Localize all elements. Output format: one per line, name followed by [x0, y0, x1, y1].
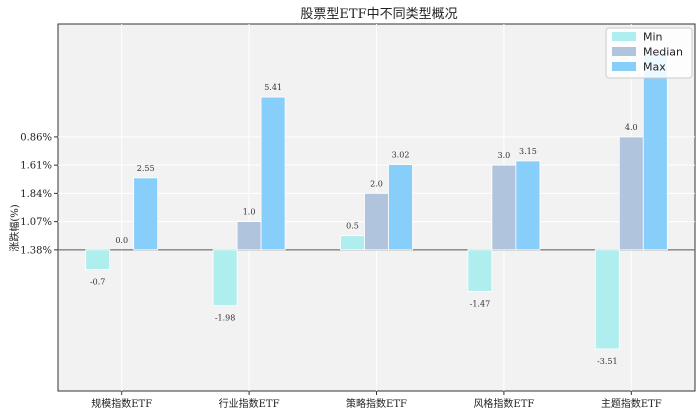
data-label: 0.0	[115, 236, 128, 245]
bar-min	[594, 249, 620, 350]
y-tick-label: 1.61%	[20, 161, 52, 172]
data-label: 2.0	[370, 179, 383, 188]
data-label: 4.0	[625, 123, 638, 132]
data-label: -0.7	[90, 278, 105, 287]
y-axis-label: 涨跌幅(%)	[8, 204, 21, 251]
legend-label-min: Min	[643, 31, 663, 44]
bar-max	[260, 96, 286, 251]
data-label: -3.51	[597, 357, 618, 366]
legend-swatch-max	[612, 62, 636, 71]
y-tick-label: 0.86%	[20, 132, 52, 143]
bar-median	[236, 221, 262, 251]
x-tick-label: 规模指数ETF	[91, 397, 152, 410]
data-label: 3.15	[519, 147, 537, 156]
bar-median	[618, 136, 644, 251]
legend-label-median: Median	[643, 46, 683, 59]
bar-max	[515, 160, 541, 251]
y-tick-label: 1.84%	[20, 189, 52, 200]
bar-min	[467, 249, 493, 292]
legend: Min Median Max	[605, 27, 693, 79]
y-axis-ticks: 1.38% 1.07% 1.84% 1.61% 0.86%	[20, 132, 58, 256]
legend-swatch-min	[612, 32, 636, 41]
y-tick-label: 1.38%	[20, 245, 52, 256]
x-tick-label: 策略指数ETF	[346, 397, 407, 410]
bar-median	[491, 164, 517, 251]
bar-min	[212, 249, 238, 307]
y-tick-label: 1.07%	[20, 217, 52, 228]
bar-min	[340, 235, 365, 251]
bar-max	[133, 177, 159, 251]
data-label: -1.98	[215, 314, 236, 323]
x-tick-label: 风格指数ETF	[473, 397, 534, 410]
legend-label-max: Max	[643, 61, 666, 74]
bar-median	[364, 192, 389, 251]
legend-swatch-median	[612, 47, 636, 56]
data-label: 0.5	[346, 222, 359, 231]
x-axis-ticks: 规模指数ETF 行业指数ETF 策略指数ETF 风格指数ETF 主题指数ETF	[91, 391, 662, 410]
data-labels: -0.7 -1.98 0.5 -1.47 -3.51 0.0 1.0 2.0 3.0 4.0 2.5…	[90, 83, 638, 366]
data-label: 3.02	[392, 151, 410, 160]
bar-max	[388, 164, 413, 251]
x-tick-label: 主题指数ETF	[601, 397, 662, 410]
data-label: 2.55	[137, 164, 155, 173]
chart-title: 股票型ETF中不同类型概况	[300, 7, 457, 22]
data-label: -1.47	[470, 299, 491, 308]
data-label: 1.0	[243, 208, 256, 217]
bar-min	[85, 249, 111, 271]
data-label: 3.0	[498, 151, 511, 160]
data-label: 5.41	[264, 83, 282, 92]
bars	[85, 51, 668, 350]
x-tick-label: 行业指数ETF	[219, 397, 280, 410]
bar-max	[642, 51, 668, 251]
